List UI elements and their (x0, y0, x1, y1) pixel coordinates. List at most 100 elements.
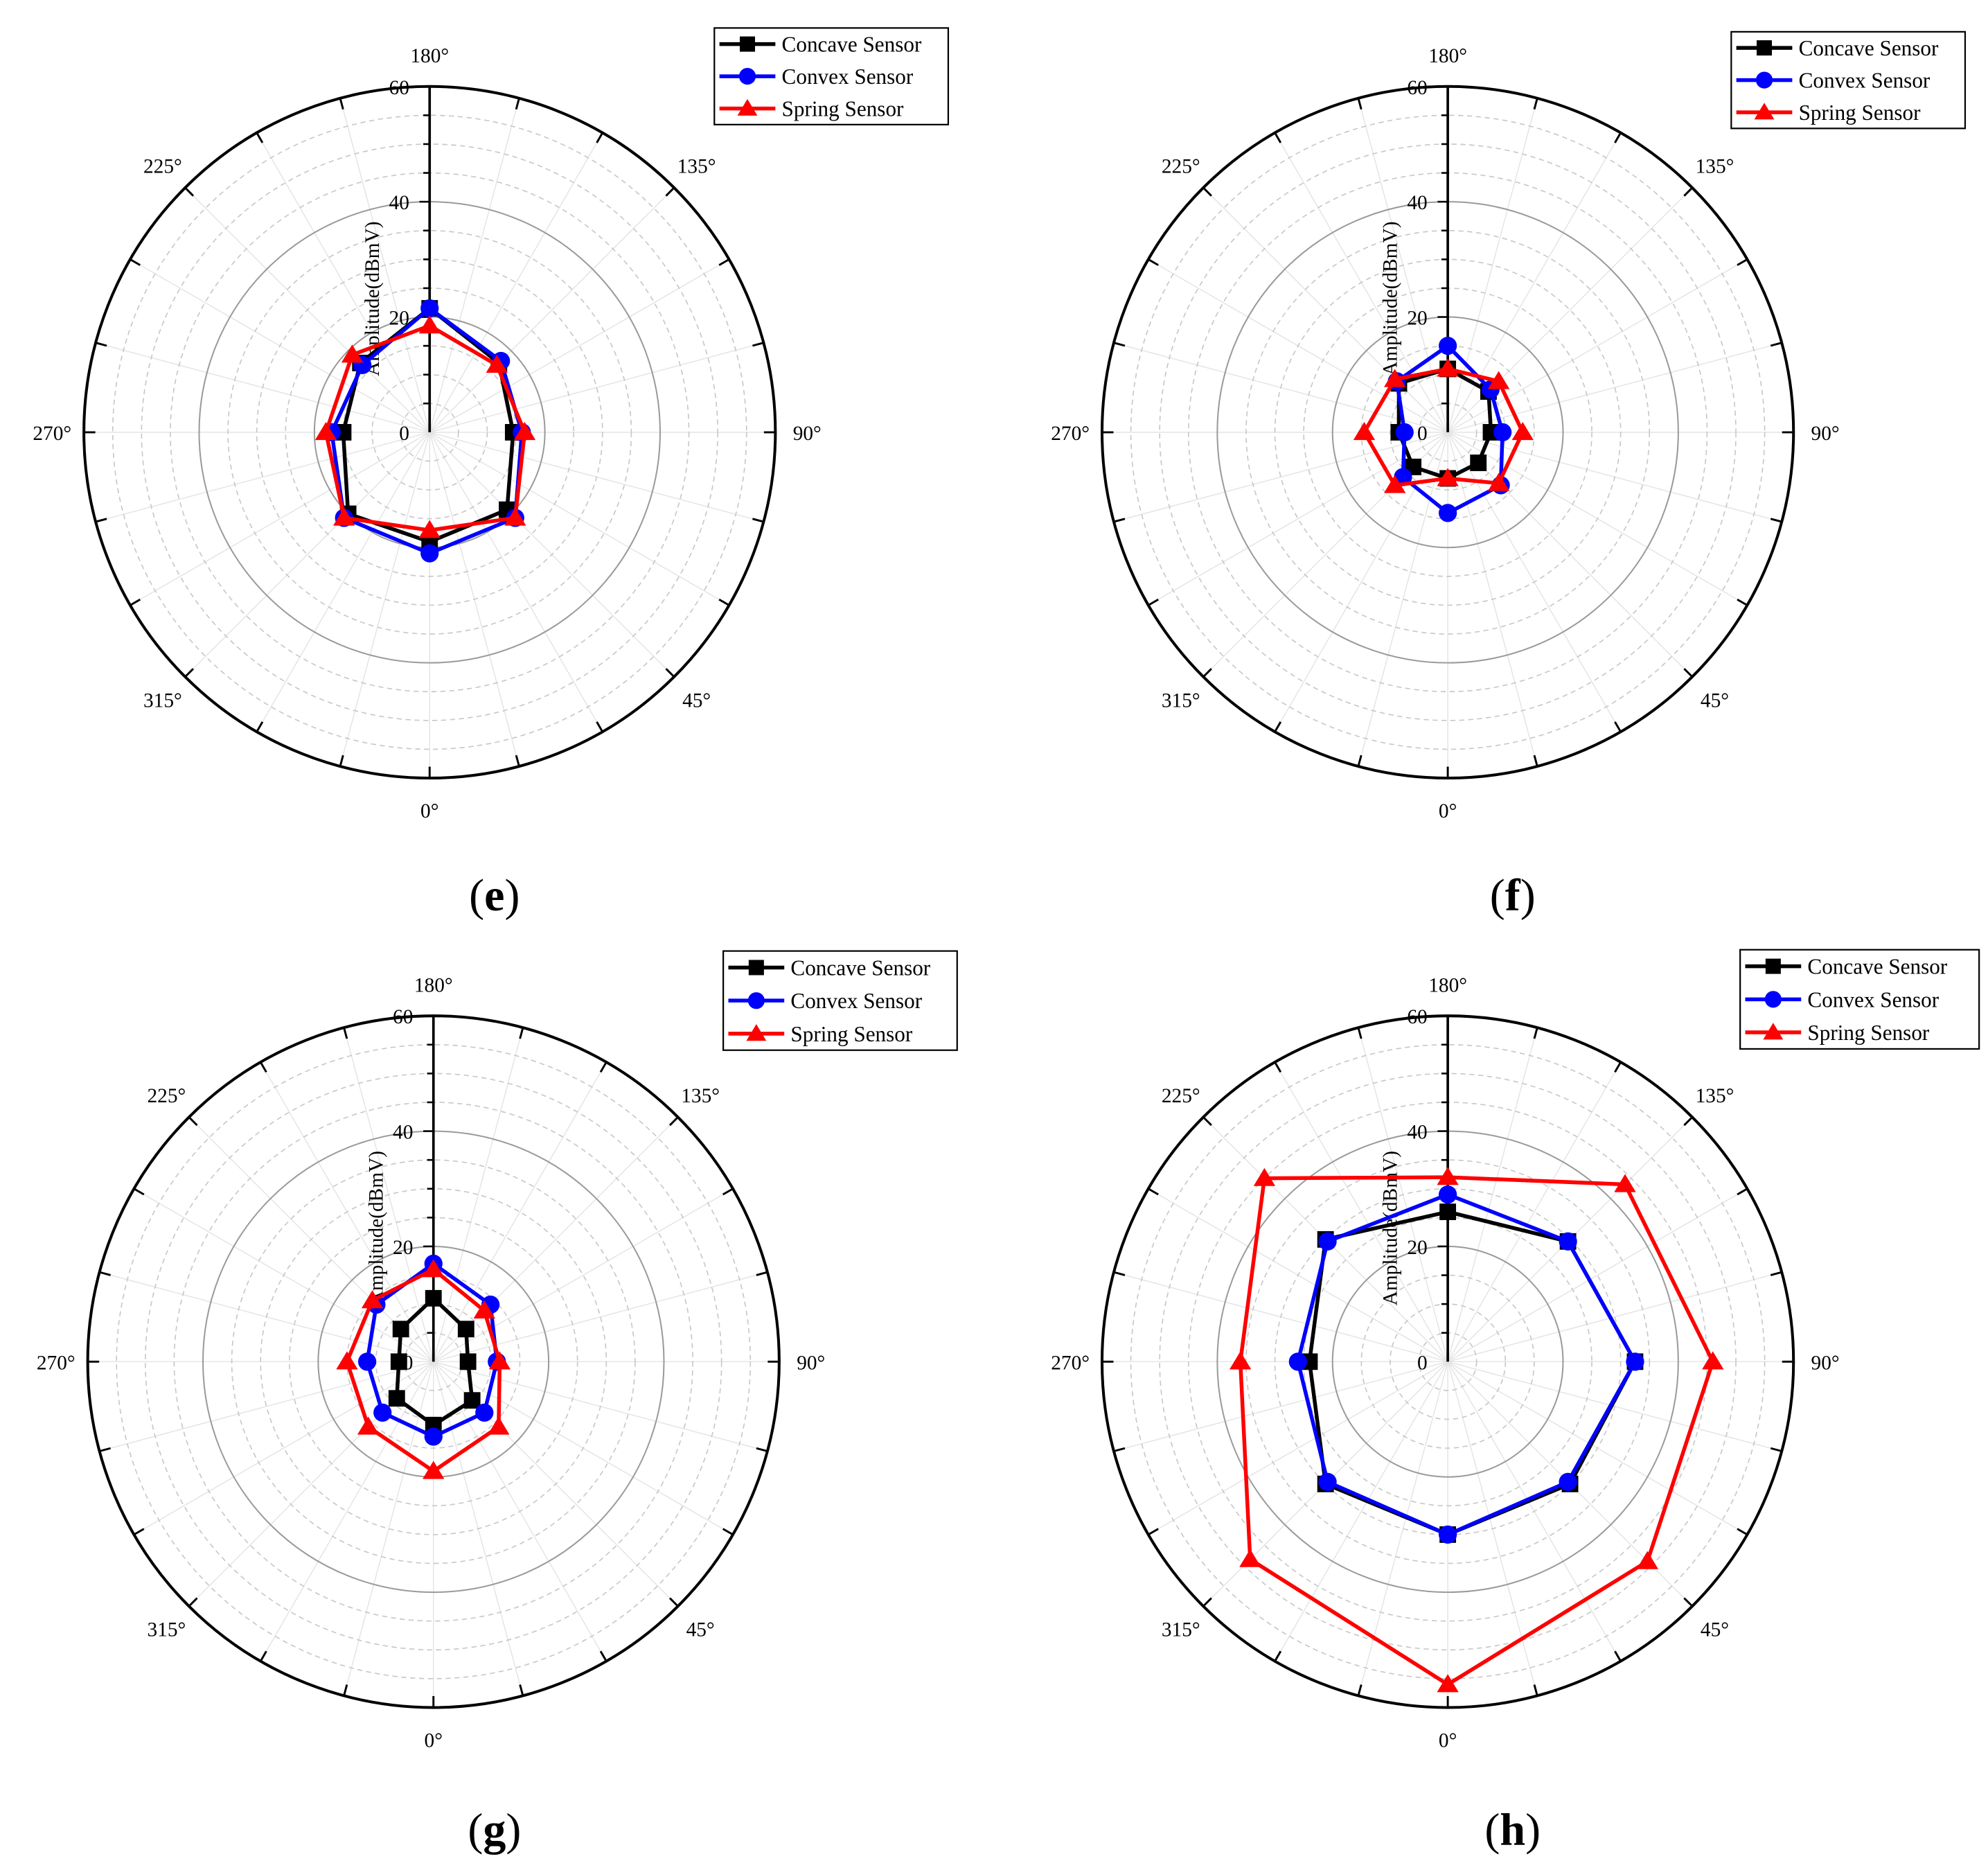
outer-tick (596, 721, 604, 732)
legend-label-convex-sensor: Convex Sensor (782, 64, 914, 89)
data-point-spring-sensor (504, 507, 526, 526)
outer-tick (99, 1447, 111, 1452)
angle-label: 315° (1162, 1619, 1200, 1641)
radial-gridline (130, 432, 430, 606)
radial-gridline (1447, 1271, 1782, 1363)
data-point-spring-sensor (1229, 1351, 1252, 1370)
data-point-spring-sensor (423, 1259, 445, 1278)
outer-tick (515, 98, 520, 110)
outer-tick (1113, 1447, 1126, 1452)
legend-marker-convex-sensor (1755, 71, 1773, 89)
data-point-convex-sensor (420, 544, 439, 563)
angle-label: 45° (1701, 1619, 1729, 1641)
data-point-convex-sensor (420, 299, 439, 318)
outer-tick (665, 186, 675, 197)
outer-tick (343, 1027, 348, 1039)
data-point-concave-sensor (1439, 1203, 1457, 1220)
outer-tick (130, 598, 141, 606)
radial-gridline (1274, 432, 1448, 732)
legend-marker-concave-sensor (739, 36, 756, 52)
data-point-spring-sensor (488, 1351, 511, 1370)
radial-gridline (1148, 432, 1448, 606)
polar-chart-f: 0 20 40 60 Amplitude(dBmV) 0° 45° 90° 135° 180° 22… (1051, 30, 1967, 921)
angle-label: 225° (147, 1085, 186, 1107)
radial-gridline (1274, 1361, 1448, 1661)
outer-tick (1202, 668, 1212, 678)
outer-tick (1614, 1061, 1622, 1073)
legend-label-convex-sensor: Convex Sensor (790, 989, 922, 1013)
legend-label-convex-sensor: Convex Sensor (1799, 69, 1931, 93)
angle-label: 45° (686, 1619, 715, 1641)
data-point-concave-sensor (425, 1289, 442, 1307)
data-point-spring-sensor (1437, 1674, 1459, 1693)
legend-label-spring-sensor: Spring Sensor (1807, 1021, 1929, 1045)
data-point-concave-sensor (1470, 455, 1487, 471)
legend: Concave Sensor Convex Sensor Spring Sensor (722, 950, 958, 1051)
data-point-concave-sensor (459, 1353, 477, 1370)
outer-tick (1533, 755, 1538, 767)
outer-tick (752, 342, 764, 347)
angle-label: 135° (681, 1085, 720, 1107)
angle-label: 180° (1428, 974, 1467, 996)
legend-marker-convex-sensor (747, 992, 765, 1009)
radial-gridline (433, 1188, 734, 1362)
radial-gridline (429, 342, 764, 433)
angle-label: 0° (1439, 1729, 1457, 1752)
outer-tick (1614, 1650, 1622, 1662)
outer-tick (133, 1188, 145, 1196)
angle-label: 315° (1162, 689, 1200, 712)
outer-tick (259, 1650, 267, 1662)
outer-tick (1148, 1528, 1159, 1536)
outer-tick (1533, 98, 1538, 110)
legend-marker-spring-sensor (737, 98, 758, 116)
angle-label: 315° (143, 689, 182, 712)
radial-gridline (429, 187, 675, 433)
outer-tick (1357, 755, 1363, 767)
data-point-spring-sensor (1702, 1351, 1724, 1370)
angle-label: 90° (1811, 423, 1840, 445)
outer-tick (1683, 186, 1694, 197)
minor-gridline-circle (1130, 114, 1766, 750)
angle-label: 180° (414, 974, 453, 996)
panel-label: (e) (469, 870, 520, 921)
angle-label: 0° (1439, 800, 1457, 822)
radial-axis-title: Amplitude(dBmV) (365, 1151, 387, 1305)
radial-gridline (433, 1061, 607, 1362)
data-point-concave-sensor (390, 1353, 407, 1370)
data-point-spring-sensor (423, 1461, 445, 1479)
angle-label: 225° (1162, 156, 1200, 178)
outer-tick (1113, 518, 1126, 523)
radial-gridline (1447, 132, 1622, 433)
outer-tick (1770, 1271, 1782, 1276)
legend-marker-convex-sensor (738, 67, 756, 85)
angle-label: 135° (1696, 156, 1734, 178)
outer-tick (665, 668, 675, 678)
radial-gridline (1447, 1188, 1748, 1362)
angle-label: 45° (1701, 689, 1729, 712)
outer-tick (1737, 1528, 1748, 1536)
angle-label: 0° (425, 1729, 443, 1752)
minor-gridline-circle (1360, 1274, 1535, 1449)
legend-label-concave-sensor: Concave Sensor (782, 33, 922, 57)
data-point-convex-sensor (1626, 1352, 1644, 1371)
angle-label: 90° (1811, 1352, 1840, 1374)
polar-chart-h: 0204060Amplitude(dBmV)0°45°90°135°180°22… (1051, 949, 1980, 1855)
angle-label: 270° (1051, 1352, 1090, 1374)
legend-label-spring-sensor: Spring Sensor (1799, 100, 1921, 125)
angle-label: 90° (793, 423, 822, 445)
radial-gridline (1447, 258, 1748, 433)
outer-tick (1770, 342, 1782, 347)
outer-tick (1737, 1188, 1748, 1196)
radial-gridline (1447, 342, 1782, 433)
data-point-spring-sensor (418, 520, 441, 538)
radial-gridline (1113, 1361, 1448, 1452)
outer-tick (95, 518, 107, 523)
data-point-convex-sensor (1559, 1232, 1577, 1251)
angle-label: 45° (682, 689, 711, 712)
radial-tick-label: 40 (1407, 1122, 1427, 1144)
data-point-convex-sensor (1559, 1472, 1577, 1491)
legend-label-convex-sensor: Convex Sensor (1807, 987, 1939, 1012)
outer-tick (1533, 1027, 1538, 1039)
outer-tick (188, 1597, 198, 1607)
